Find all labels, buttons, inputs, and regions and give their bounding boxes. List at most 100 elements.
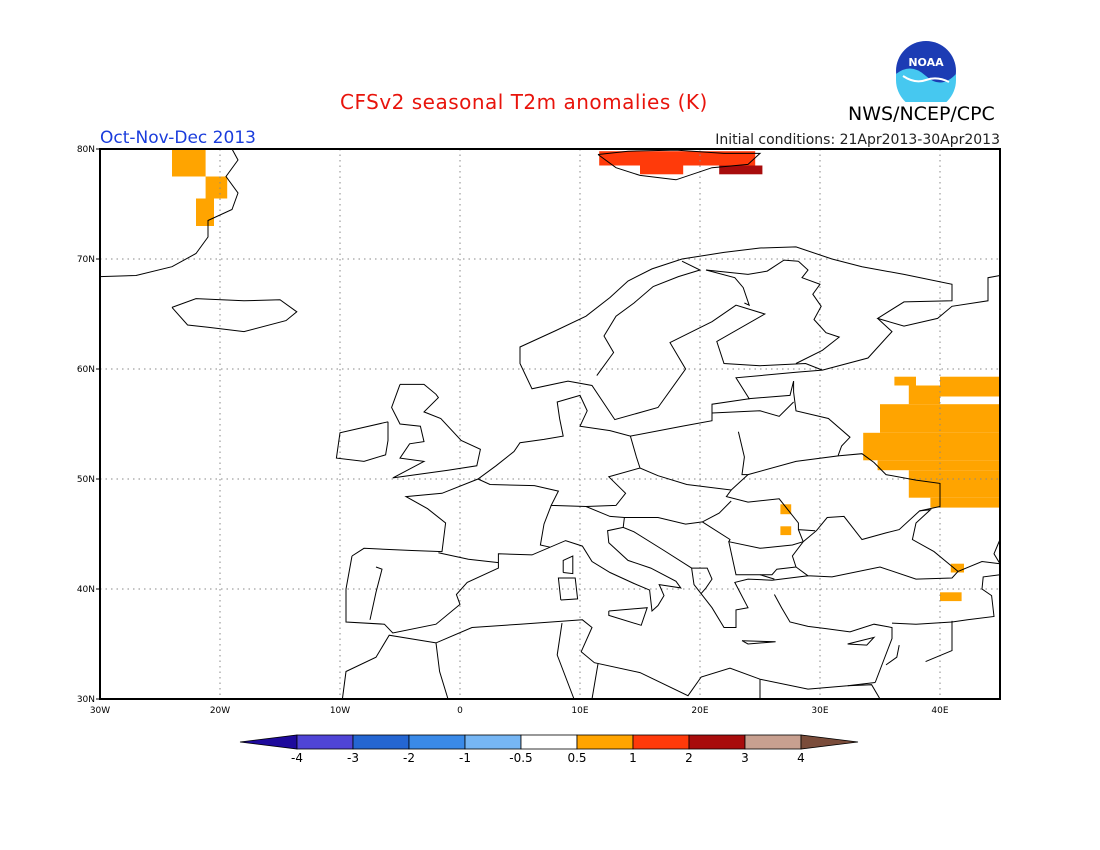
colorbar-segment [688,734,746,750]
lon-tick-label: 40E [931,706,948,716]
coastline-path [585,500,732,525]
coastline-path [596,260,702,376]
lon-tick-label: 30E [811,706,828,716]
colorbar-label: 4 [797,751,805,765]
coastline-path [885,645,900,666]
coastline-path [341,619,876,700]
coastline-path [847,684,881,700]
anomaly-cell [863,432,1000,461]
coastline-path [747,381,851,476]
anomaly-cell [940,376,1000,397]
anomaly-cell [894,376,916,386]
anomaly-cell [908,470,1000,498]
colorbar-label: 1 [629,751,637,765]
colorbar-segment [408,734,466,750]
anomaly-cell [940,592,962,602]
colorbar-segment [520,734,578,750]
lon-tick-label: 0 [457,706,463,716]
lon-tick-label: 20E [691,706,708,716]
lat-tick-label: 40N [77,585,95,595]
anomaly-cell [950,563,964,573]
coastline-path [822,318,893,371]
axis-ticks: 30W 20W 10W 0 10E 20E 30E 40E 30N 40N 50N 60N 70N 80N [77,145,949,716]
coastline-path [345,509,959,634]
coastline-path [435,642,449,700]
coastline-path [730,431,750,491]
colorbar-label: 3 [741,751,749,765]
forecast-period: Oct-Nov-Dec 2013 [100,128,256,148]
coastline-path [702,521,804,549]
colorbar-segment [352,734,410,750]
coastline-path [351,246,1001,557]
coastline-path [711,401,794,417]
coastline-path [369,566,383,620]
anomaly-cell [930,497,1000,508]
coastline-path [957,560,1001,572]
lon-tick-label: 10E [571,706,588,716]
lat-tick-label: 80N [77,145,95,155]
coastline-path [539,505,552,548]
color-legend: -4 -3 -2 -1 -0.5 0.5 1 2 3 4 [239,734,859,765]
coastline-path [847,636,876,646]
coastline-path [629,435,641,469]
coastline-path [99,148,239,278]
coastline-path [797,529,804,542]
anomaly-cell [640,165,684,175]
noaa-logo-icon: NOAA [896,41,956,102]
anomaly-cell [172,149,206,177]
coastline-path [705,259,799,275]
anomaly-cell [719,165,763,175]
lon-tick-label: 10W [330,706,350,716]
colorbar-label: 2 [685,751,693,765]
coastline-path [557,577,579,601]
lat-tick-label: 50N [77,475,95,485]
coastline-path [622,517,625,528]
coastline-path [795,260,841,364]
anomaly-cell [196,198,214,226]
coastline-path [591,663,599,700]
colorbar-segment [464,734,522,750]
coastline-path [562,555,574,575]
coastline-path [759,574,775,580]
map-frame [99,148,1001,700]
coastline-path [993,539,1001,564]
coastline-path [747,380,795,400]
map-title: CFSv2 seasonal T2m anomalies (K) [340,90,708,114]
graticule [100,149,1000,699]
colorbar-high-arrow [800,734,859,750]
coastline-path [597,149,762,181]
coastline-path [728,541,797,576]
colorbar-low-arrow [239,734,298,750]
colorbar-label: 0.5 [567,751,586,765]
lat-tick-label: 30N [77,695,95,705]
coastline-path [705,269,751,307]
coastline-path [891,574,1001,625]
lon-tick-label: 20W [210,706,230,716]
coastline-path [691,567,713,594]
svg-text:NOAA: NOAA [908,56,944,69]
coastline-path [335,421,389,462]
colorbar-label: -2 [403,751,415,765]
colorbar-label: -0.5 [509,751,532,765]
anomaly-cell [908,385,940,405]
coastlines [99,148,1001,700]
coastline-path [438,552,499,564]
anomaly-cell [780,526,792,536]
lat-tick-label: 70N [77,255,95,265]
anomaly-cell [205,176,228,199]
colorbar-label: -4 [291,751,303,765]
colorbar-segment [632,734,690,750]
colorbar-label: -3 [347,751,359,765]
coastline-path [391,383,481,479]
lat-tick-label: 60N [77,365,95,375]
colorbar-segment [296,734,354,750]
coastline-path [608,607,648,626]
coastline-path [741,640,776,645]
coastline-path [925,620,953,663]
coastline-path [477,467,816,532]
anomaly-cell [877,460,1000,471]
colorbar-segment [576,734,634,750]
coastline-path [171,298,298,333]
coastline-path [556,623,575,700]
